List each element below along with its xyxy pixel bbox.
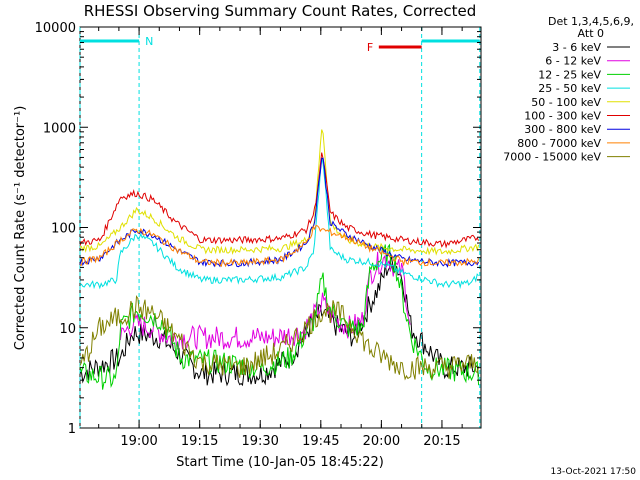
legend-entry-5: 100 - 300 keV [524, 110, 601, 123]
legend-entry-3: 25 - 50 keV [538, 82, 601, 95]
legend-header-line-2: Att 0 [578, 27, 604, 40]
legend-entry-4: 50 - 100 keV [531, 96, 601, 109]
legend-entry-1: 6 - 12 keV [545, 55, 601, 68]
x-tick-label-1: 19:15 [181, 434, 218, 449]
series-line-7 [79, 224, 480, 268]
y-axis-label: Corrected Count Rate (s⁻¹ detector⁻¹) [13, 106, 28, 351]
x-tick-label-4: 20:00 [363, 434, 400, 449]
series-line-2 [79, 243, 480, 390]
y-tick-label-0: 1 [68, 422, 76, 437]
y-tick-label-3: 1000 [43, 121, 76, 136]
series-line-4 [79, 129, 480, 256]
x-tick-label-0: 19:00 [120, 434, 157, 449]
footer-date: 13-Oct-2021 17:50 [551, 467, 637, 477]
x-axis-label: Start Time (10-Jan-05 18:45:22) [176, 455, 384, 470]
x-tick-label-2: 19:30 [241, 434, 278, 449]
series-line-3 [79, 157, 479, 290]
legend-entry-0: 3 - 6 keV [552, 41, 601, 54]
legend-entry-7: 800 - 7000 keV [517, 137, 601, 150]
span-label-0: N [145, 35, 153, 48]
y-tick-label-1: 10 [59, 322, 76, 337]
series-line-6 [79, 157, 480, 268]
plot-frame [79, 26, 482, 429]
legend-entry-8: 7000 - 15000 keV [503, 151, 601, 164]
chart-title: RHESSI Observing Summary Count Rates, Co… [84, 2, 477, 20]
legend-header-line-1: Det 1,3,4,5,6,9, [548, 15, 634, 28]
legend-entry-6: 300 - 800 keV [524, 123, 601, 136]
series-line-1 [119, 251, 411, 351]
x-tick-label-3: 19:45 [302, 434, 339, 449]
y-tick-label-4: 10000 [35, 21, 76, 36]
x-tick-label-5: 20:15 [423, 434, 460, 449]
legend-entry-2: 12 - 25 keV [538, 68, 601, 81]
span-label-2: F [367, 41, 373, 54]
y-tick-label-2: 100 [51, 222, 76, 237]
series-line-8 [79, 295, 480, 381]
ticks: 1 10 100 1000 10000 19:00 19:15 19:30 19:45 20:00… [35, 21, 481, 449]
series-line-0 [79, 255, 480, 387]
series-line-5 [79, 152, 480, 249]
